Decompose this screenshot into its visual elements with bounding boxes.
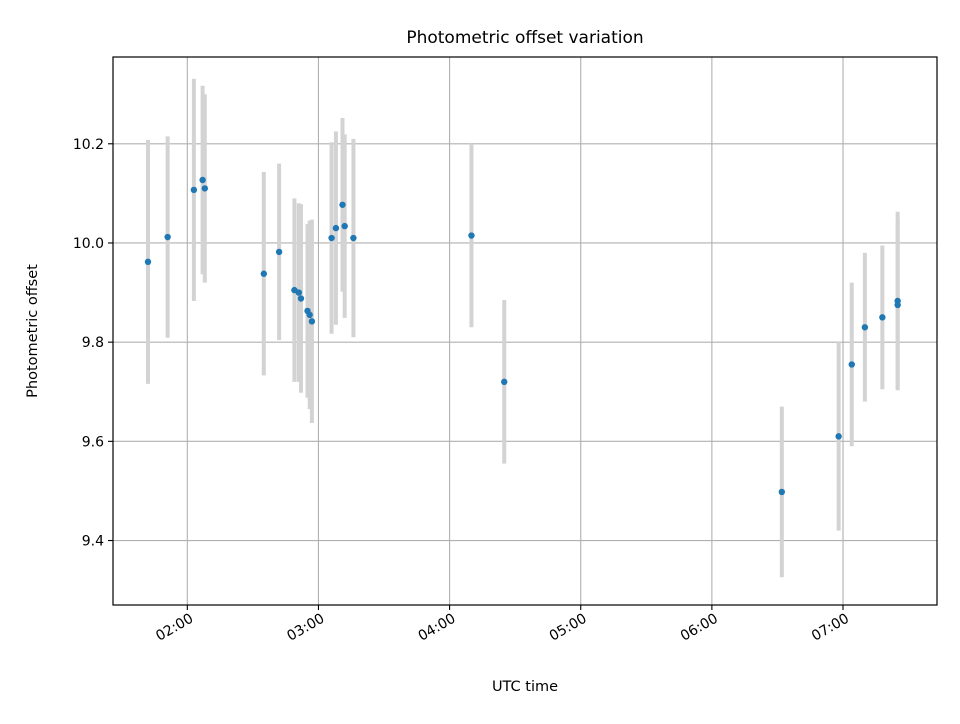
data-point bbox=[468, 232, 475, 239]
y-axis-label: Photometric offset bbox=[25, 264, 41, 398]
data-point bbox=[328, 234, 335, 242]
data-point bbox=[501, 378, 508, 386]
data-point bbox=[308, 318, 316, 325]
data-point bbox=[201, 185, 208, 192]
y-tick-label: 9.8 bbox=[82, 335, 104, 351]
data-point bbox=[260, 270, 268, 277]
data-point bbox=[199, 176, 206, 184]
grid bbox=[113, 57, 937, 605]
data-point bbox=[341, 222, 348, 230]
data-point bbox=[350, 234, 357, 242]
data-point bbox=[339, 201, 346, 208]
data-point bbox=[144, 258, 152, 266]
data-point bbox=[306, 311, 313, 319]
data-point bbox=[879, 314, 886, 321]
x-axis-label: UTC time bbox=[492, 679, 558, 695]
data-point bbox=[835, 433, 842, 440]
chart-title: Photometric offset variation bbox=[406, 28, 643, 48]
data-point bbox=[778, 488, 786, 496]
plot-frame bbox=[112, 56, 938, 606]
data-point bbox=[848, 361, 855, 368]
data-point bbox=[275, 248, 283, 256]
y-tick-label: 10.0 bbox=[73, 236, 104, 252]
data-point bbox=[295, 289, 302, 296]
data-points bbox=[144, 176, 901, 496]
data-point bbox=[332, 224, 340, 232]
data-point bbox=[861, 324, 869, 331]
data-point bbox=[190, 186, 198, 194]
y-tick-label: 10.2 bbox=[73, 137, 104, 153]
y-tick-label: 9.6 bbox=[82, 434, 104, 450]
y-axis: 9.4 9.6 9.8 10.0 10.2 bbox=[73, 137, 113, 550]
y-tick-label: 9.4 bbox=[82, 534, 104, 550]
data-point bbox=[894, 301, 901, 309]
data-point bbox=[164, 233, 171, 241]
data-point bbox=[297, 295, 305, 302]
